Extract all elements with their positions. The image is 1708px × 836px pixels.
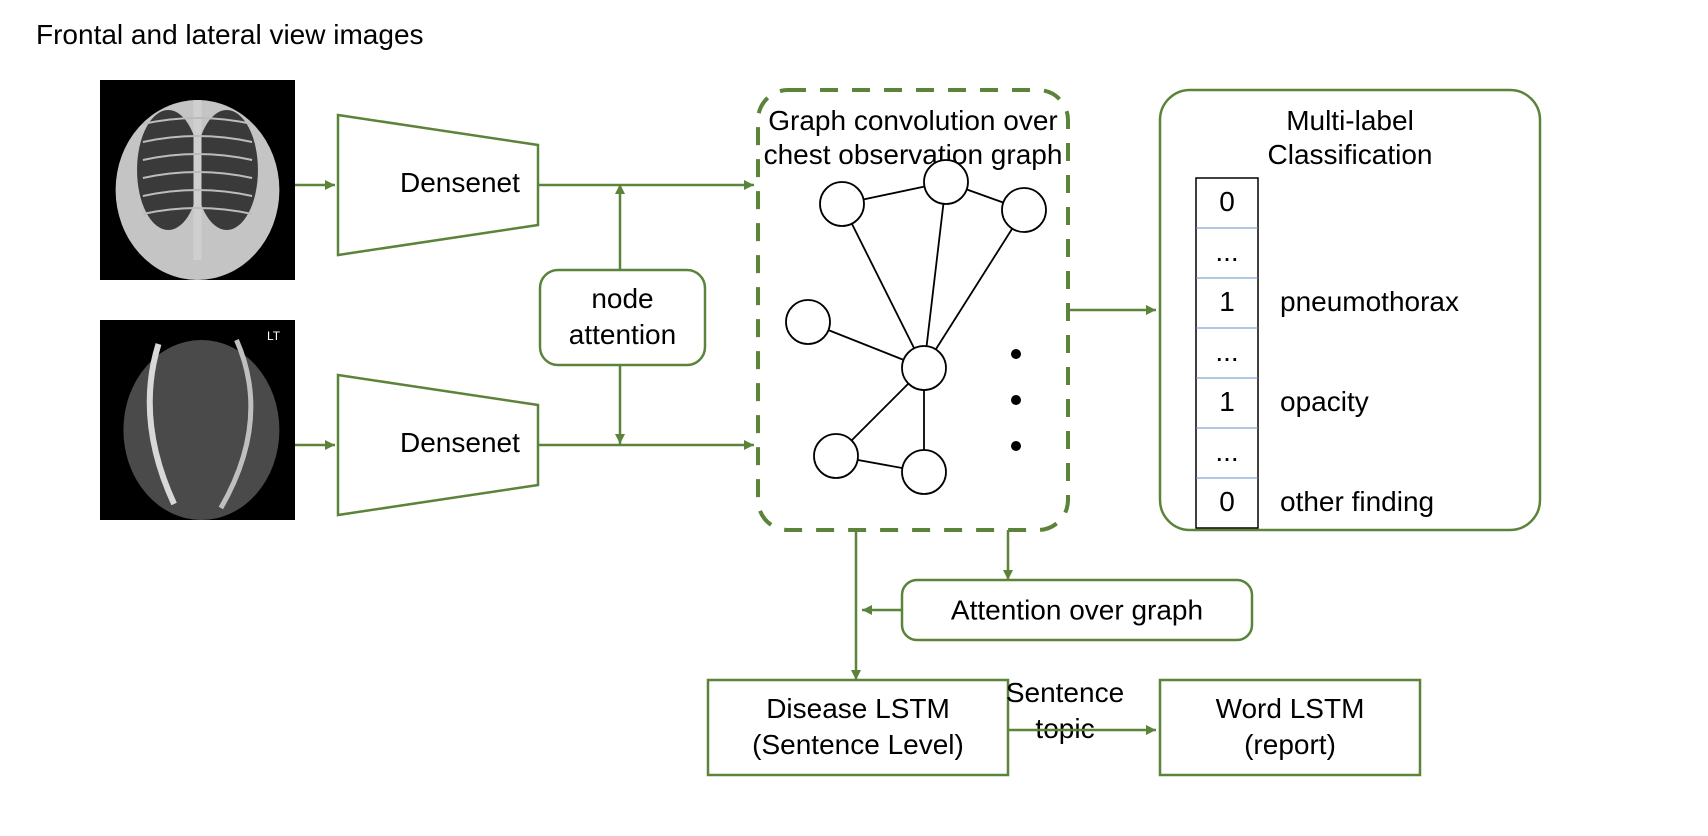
word-lstm-label1: Word LSTM	[1216, 693, 1365, 724]
gcn-label2: chest observation graph	[764, 139, 1063, 170]
gcn-node	[924, 160, 968, 204]
gcn-node	[902, 346, 946, 390]
sentence-topic-label2: topic	[1035, 713, 1094, 744]
gcn-node	[786, 300, 830, 344]
gcn-node	[902, 450, 946, 494]
densenet-bottom-label: Densenet	[400, 427, 520, 458]
xray-lateral	[100, 320, 295, 520]
word-lstm-label2: (report)	[1244, 729, 1336, 760]
cell-value: ...	[1215, 236, 1238, 267]
xray-frontal	[100, 80, 295, 280]
gcn-node	[814, 434, 858, 478]
disease-lstm-label1: Disease LSTM	[766, 693, 950, 724]
cell-value: 1	[1219, 286, 1235, 317]
gcn-ellipsis-dot	[1011, 349, 1021, 359]
classification-label2: Classification	[1268, 139, 1433, 170]
row-label: other finding	[1280, 486, 1434, 517]
classification-label1: Multi-label	[1286, 105, 1414, 136]
row-label: pneumothorax	[1280, 286, 1459, 317]
row-label: opacity	[1280, 386, 1369, 417]
gcn-ellipsis-dot	[1011, 441, 1021, 451]
gcn-edge	[842, 204, 924, 368]
disease-lstm-label2: (Sentence Level)	[752, 729, 964, 760]
gcn-label1: Graph convolution over	[768, 105, 1058, 136]
svg-text:LT: LT	[267, 329, 281, 343]
cell-value: ...	[1215, 336, 1238, 367]
node-attention-label1: node	[591, 283, 653, 314]
cell-value: ...	[1215, 436, 1238, 467]
gcn-node	[820, 182, 864, 226]
gcn-node	[1002, 188, 1046, 232]
densenet-top-label: Densenet	[400, 167, 520, 198]
cell-value: 1	[1219, 386, 1235, 417]
sentence-topic-label1: Sentence	[1006, 677, 1124, 708]
gcn-ellipsis-dot	[1011, 395, 1021, 405]
cell-value: 0	[1219, 486, 1235, 517]
cell-value: 0	[1219, 186, 1235, 217]
title-text: Frontal and lateral view images	[36, 19, 424, 50]
attention-over-graph-label: Attention over graph	[951, 595, 1203, 626]
node-attention-label2: attention	[569, 319, 676, 350]
